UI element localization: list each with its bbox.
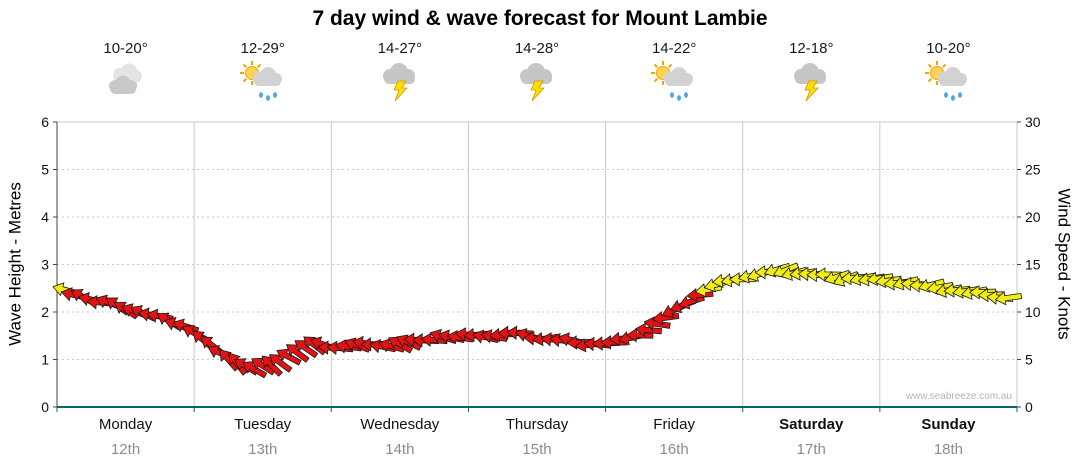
wind-arrow [285, 344, 310, 363]
wind-arrow [994, 291, 1023, 306]
left-axis-tick-label: 0 [41, 399, 49, 415]
left-axis-tick-label: 2 [41, 304, 49, 320]
day-label-wednesday: Wednesday [360, 416, 440, 433]
temp-range-tuesday: 12-29° [240, 40, 285, 57]
wind-arrow [634, 322, 663, 338]
wind-arrow [261, 355, 283, 377]
sun-showers-icon [239, 60, 287, 106]
date-label-thursday: 15th [522, 441, 552, 458]
page-title: 7 day wind & wave forecast for Mount Lam… [312, 7, 768, 30]
temp-range-thursday: 14-28° [514, 40, 560, 57]
right-axis-tick-label: 0 [1025, 399, 1033, 415]
right-axis-tick-label: 30 [1025, 114, 1041, 130]
day-label-friday: Friday [653, 416, 695, 433]
day-label-tuesday: Tuesday [234, 416, 292, 433]
wind-arrow [242, 361, 268, 379]
sun-showers-icon [924, 60, 972, 106]
right-axis-tick-label: 15 [1025, 257, 1041, 273]
day-label-thursday: Thursday [505, 416, 569, 433]
cloudy-icon [102, 60, 150, 106]
temp-range-wednesday: 14-27° [377, 40, 423, 57]
wind-arrow [268, 354, 293, 373]
right-axis-tick-label: 5 [1025, 352, 1033, 368]
thunderstorm-icon [376, 60, 424, 106]
sun-showers-icon [650, 60, 698, 106]
temp-range-sunday: 10-20° [926, 40, 971, 57]
left-axis-tick-label: 3 [41, 257, 49, 273]
watermark: www.seabreeze.com.au [905, 391, 1012, 402]
left-axis-tick-label: 4 [41, 209, 49, 225]
date-label-saturday: 17th [796, 441, 826, 458]
day-label-monday: Monday [98, 416, 153, 433]
right-axis-tick-label: 25 [1025, 162, 1041, 178]
right-axis-tick-label: 20 [1025, 209, 1041, 225]
temp-range-monday: 10-20° [103, 40, 148, 57]
date-label-tuesday: 13th [248, 441, 278, 458]
temp-range-saturday: 12-18° [789, 40, 834, 57]
date-label-friday: 16th [659, 441, 689, 458]
date-label-monday: 12th [110, 441, 141, 458]
day-label-saturday: Saturday [779, 416, 844, 433]
thunderstorm-icon [787, 60, 835, 106]
day-label-sunday: Sunday [921, 416, 976, 433]
date-label-wednesday: 14th [385, 441, 415, 458]
wind-arrow [643, 316, 671, 331]
left-axis-tick-label: 5 [41, 162, 49, 178]
left-axis-tick-label: 6 [41, 114, 49, 130]
wind-arrow [294, 340, 319, 359]
right-axis-tick-label: 10 [1025, 304, 1041, 320]
thunderstorm-icon [513, 60, 561, 106]
date-label-sunday: 18th [933, 441, 964, 458]
wind-arrow [276, 348, 302, 366]
wind-arrow [814, 267, 842, 282]
wind-arrow [388, 336, 414, 354]
temp-range-friday: 14-22° [651, 40, 697, 57]
left-axis-tick-label: 1 [41, 352, 49, 368]
